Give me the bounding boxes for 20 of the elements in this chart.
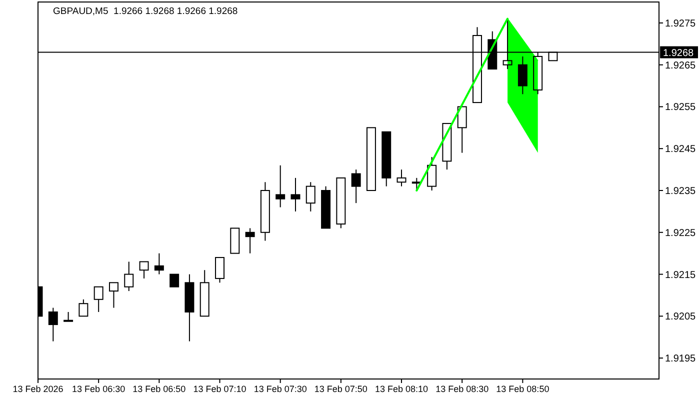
y-tick-label: 1.9225 — [665, 228, 696, 239]
y-tick-label: 1.9235 — [665, 186, 696, 197]
x-tick-label: 13 Feb 07:10 — [193, 384, 246, 394]
x-tick-label: 13 Feb 07:50 — [314, 384, 368, 394]
y-tick-label: 1.9245 — [665, 144, 696, 156]
x-tick-label: 13 Feb 07:30 — [254, 384, 307, 394]
ref-line-label: 1.9268 — [663, 48, 694, 59]
y-tick-label: 1.9255 — [665, 102, 696, 114]
y-tick-label: 1.9265 — [665, 60, 696, 72]
x-tick-label: 13 Feb 06:50 — [132, 384, 186, 394]
x-tick-label: 13 Feb 06:30 — [72, 384, 126, 394]
x-tick-label: 13 Feb 2026 — [12, 384, 64, 394]
y-tick-label: 1.9195 — [665, 354, 696, 365]
x-tick-label: 13 Feb 08:10 — [374, 384, 428, 394]
x-tick-label: 13 Feb 08:30 — [436, 384, 489, 394]
y-tick-label: 1.9275 — [665, 18, 696, 30]
x-tick-label: 13 Feb 08:50 — [496, 384, 550, 394]
y-tick-label: 1.9205 — [665, 312, 696, 323]
y-tick-label: 1.9215 — [665, 270, 696, 281]
chart-title: GBPAUD,M5 1.9266 1.9268 1.9266 1.9268 — [53, 6, 238, 17]
